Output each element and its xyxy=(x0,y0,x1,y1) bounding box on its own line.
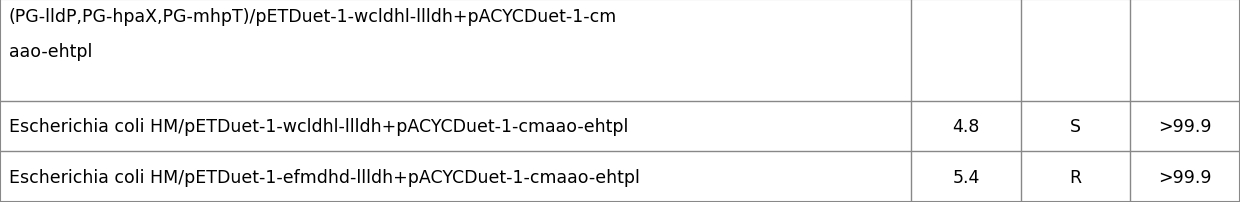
Text: >99.9: >99.9 xyxy=(1158,168,1211,186)
Text: R: R xyxy=(1069,168,1081,186)
Text: (PG-lldP,PG-hpaX,PG-mhpT)/pETDuet-1-wcldhl-llldh+pACYCDuet-1-cm
aao-ehtpl: (PG-lldP,PG-hpaX,PG-mhpT)/pETDuet-1-wcld… xyxy=(9,8,618,61)
Text: S: S xyxy=(1070,117,1080,135)
Text: Escherichia coli HM/pETDuet-1-efmdhd-llldh+pACYCDuet-1-cmaao-ehtpl: Escherichia coli HM/pETDuet-1-efmdhd-lll… xyxy=(9,168,640,186)
Text: 5.4: 5.4 xyxy=(952,168,980,186)
Text: >99.9: >99.9 xyxy=(1158,117,1211,135)
Text: Escherichia coli HM/pETDuet-1-wcldhl-llldh+pACYCDuet-1-cmaao-ehtpl: Escherichia coli HM/pETDuet-1-wcldhl-lll… xyxy=(9,117,627,135)
Text: 4.8: 4.8 xyxy=(952,117,980,135)
